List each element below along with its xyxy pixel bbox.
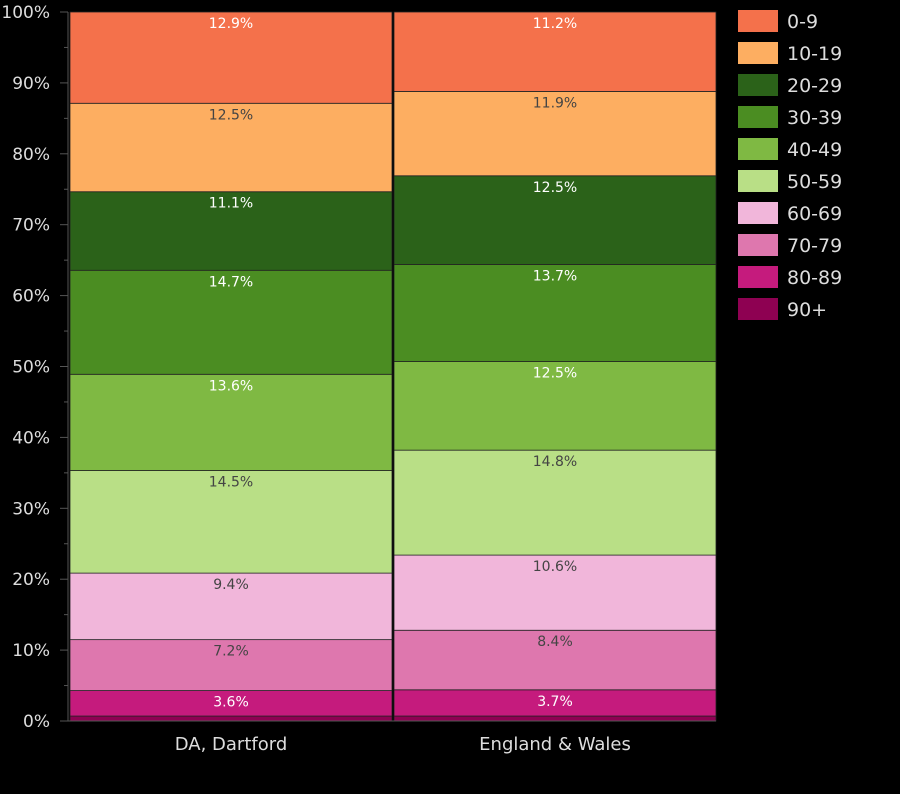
legend-swatch (738, 202, 778, 224)
segment-da-dartford-0-9 (69, 11, 393, 104)
y-tick-label: 80% (12, 145, 50, 165)
segment-da-dartford-40-49 (69, 373, 393, 471)
legend: 0-9 10-19 20-29 30-39 40-49 50-59 60-69 70-79 80… (738, 10, 842, 321)
legend-item-40-49: 40-49 (738, 138, 842, 161)
legend-swatch (738, 266, 778, 288)
legend-label: 60-69 (787, 203, 842, 225)
y-tick-label: 30% (12, 499, 50, 519)
plot-area: 3.6% 7.2% 9.4% 14.5% 13.6% 14.7% 11.1% 12.5% 12.… (69, 11, 717, 722)
data-label-england-wales-0-9: 11.2% (533, 16, 577, 32)
legend-swatch (738, 234, 778, 256)
y-tick-label: 40% (12, 428, 50, 448)
segment-da-dartford-50-59 (69, 470, 393, 574)
y-tick-label: 60% (12, 287, 50, 307)
legend-swatch (738, 10, 778, 32)
legend-label: 10-19 (787, 43, 842, 65)
y-tick-label: 70% (12, 216, 50, 236)
segment-da-dartford-70-79 (69, 639, 393, 691)
data-label-england-wales-50-59: 14.8% (533, 454, 577, 470)
legend-item-90: 90+ (738, 298, 827, 321)
data-label-da-dartford-0-9: 12.9% (209, 16, 253, 32)
segment-england-wales-60-69 (393, 554, 717, 631)
data-label-da-dartford-40-49: 13.6% (209, 378, 253, 394)
data-label-england-wales-10-19: 11.9% (533, 95, 577, 111)
legend-item-80-89: 80-89 (738, 266, 842, 289)
legend-label: 20-29 (787, 75, 842, 97)
y-tick-label: 90% (12, 74, 50, 94)
data-label-da-dartford-70-79: 7.2% (213, 644, 249, 660)
bar-da-dartford: 3.6% 7.2% 9.4% 14.5% 13.6% 14.7% 11.1% 12.5% 12.… (69, 11, 393, 722)
y-tick-label: 50% (12, 358, 50, 378)
segment-england-wales-50-59 (393, 449, 717, 556)
legend-swatch (738, 42, 778, 64)
segment-england-wales-10-19 (393, 91, 717, 177)
data-label-england-wales-60-69: 10.6% (533, 559, 577, 575)
segment-england-wales-90 (393, 715, 717, 722)
legend-label: 70-79 (787, 235, 842, 257)
data-label-england-wales-20-29: 12.5% (533, 180, 577, 196)
segment-da-dartford-30-39 (69, 269, 393, 375)
data-label-da-dartford-60-69: 9.4% (213, 577, 249, 593)
legend-swatch (738, 106, 778, 128)
data-label-da-dartford-20-29: 11.1% (209, 196, 253, 212)
data-label-england-wales-70-79: 8.4% (537, 634, 573, 650)
legend-item-0-9: 0-9 (738, 10, 818, 33)
segment-da-dartford-60-69 (69, 572, 393, 641)
segment-england-wales-20-29 (393, 175, 717, 265)
legend-item-50-59: 50-59 (738, 170, 842, 193)
legend-swatch (738, 138, 778, 160)
segment-da-dartford-20-29 (69, 191, 393, 271)
legend-swatch (738, 298, 778, 320)
x-tick-label-da-dartford: DA, Dartford (175, 734, 288, 755)
y-tick-label: 20% (12, 570, 50, 590)
legend-label: 0-9 (787, 11, 818, 33)
legend-swatch (738, 74, 778, 96)
legend-label: 90+ (787, 299, 827, 321)
x-axis: DA, Dartford England & Wales (68, 720, 716, 755)
y-tick-label: 0% (23, 712, 50, 732)
segment-da-dartford-90 (69, 715, 393, 722)
y-tick-label: 10% (12, 641, 50, 661)
legend-item-30-39: 30-39 (738, 106, 842, 129)
legend-item-60-69: 60-69 (738, 202, 842, 225)
data-label-da-dartford-10-19: 12.5% (209, 107, 253, 123)
legend-label: 50-59 (787, 171, 842, 193)
data-label-england-wales-40-49: 12.5% (533, 366, 577, 382)
legend-item-10-19: 10-19 (738, 42, 842, 65)
data-label-england-wales-30-39: 13.7% (533, 268, 577, 284)
legend-label: 80-89 (787, 267, 842, 289)
data-label-da-dartford-30-39: 14.7% (209, 274, 253, 290)
data-label-da-dartford-80-89: 3.6% (213, 695, 249, 711)
legend-label: 40-49 (787, 139, 842, 161)
legend-swatch (738, 170, 778, 192)
y-axis: 0% 10% 20% 30% 40% 50% 60% 70% 80% 90% 100% (1, 3, 69, 732)
legend-label: 30-39 (787, 107, 842, 129)
segment-england-wales-40-49 (393, 361, 717, 451)
y-tick-label: 100% (1, 3, 50, 23)
data-label-england-wales-80-89: 3.7% (537, 694, 573, 710)
legend-item-20-29: 20-29 (738, 74, 842, 97)
x-tick-label-england-wales: England & Wales (479, 734, 631, 755)
data-label-da-dartford-50-59: 14.5% (209, 475, 253, 491)
segment-england-wales-0-9 (393, 11, 717, 92)
segment-england-wales-30-39 (393, 264, 717, 362)
legend-item-70-79: 70-79 (738, 234, 842, 257)
bar-england-wales: 3.7% 8.4% 10.6% 14.8% 12.5% 13.7% 12.5% 11.9% 11… (393, 11, 717, 722)
segment-da-dartford-80-89 (69, 690, 393, 717)
